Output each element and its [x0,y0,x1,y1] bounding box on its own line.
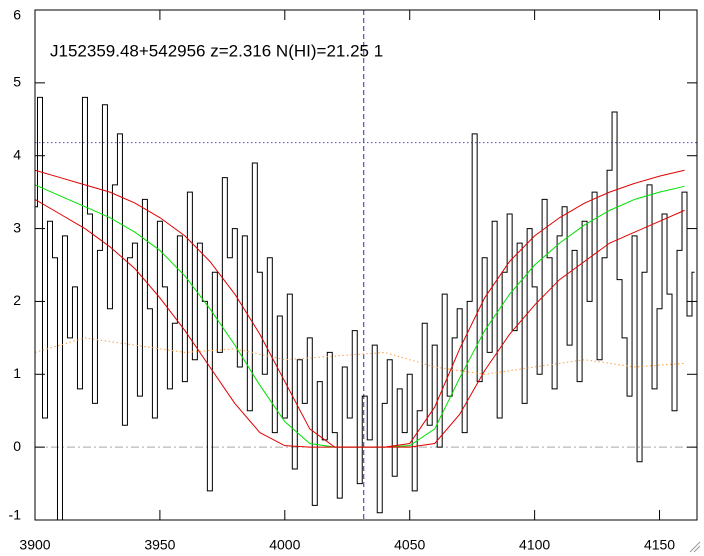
y-tick-label: 0 [13,438,21,454]
y-tick-label: 2 [13,292,21,308]
resize-grip[interactable] [689,541,701,553]
x-tick-label: 3900 [19,537,50,553]
chart-title: J152359.48+542956 z=2.316 N(HI)=21.25 1 [50,41,383,60]
data-line [35,96,695,520]
x-tick-label: 4100 [519,537,550,553]
y-tick-label: 6 [13,7,21,23]
plot-frame [34,9,698,521]
data-line [35,337,685,375]
y-tick-label: 3 [13,219,21,235]
data-line [35,198,685,448]
x-tick-label: 4050 [394,537,425,553]
x-tick-label: 4000 [269,537,300,553]
plot-area [35,10,697,520]
y-tick-label: 1 [13,365,21,381]
y-tick-label: 4 [13,146,21,162]
x-tick-label: 3950 [144,537,175,553]
y-tick-label: 5 [13,74,21,90]
x-tick-label: 4150 [644,537,675,553]
y-tick-label: -1 [9,507,22,523]
